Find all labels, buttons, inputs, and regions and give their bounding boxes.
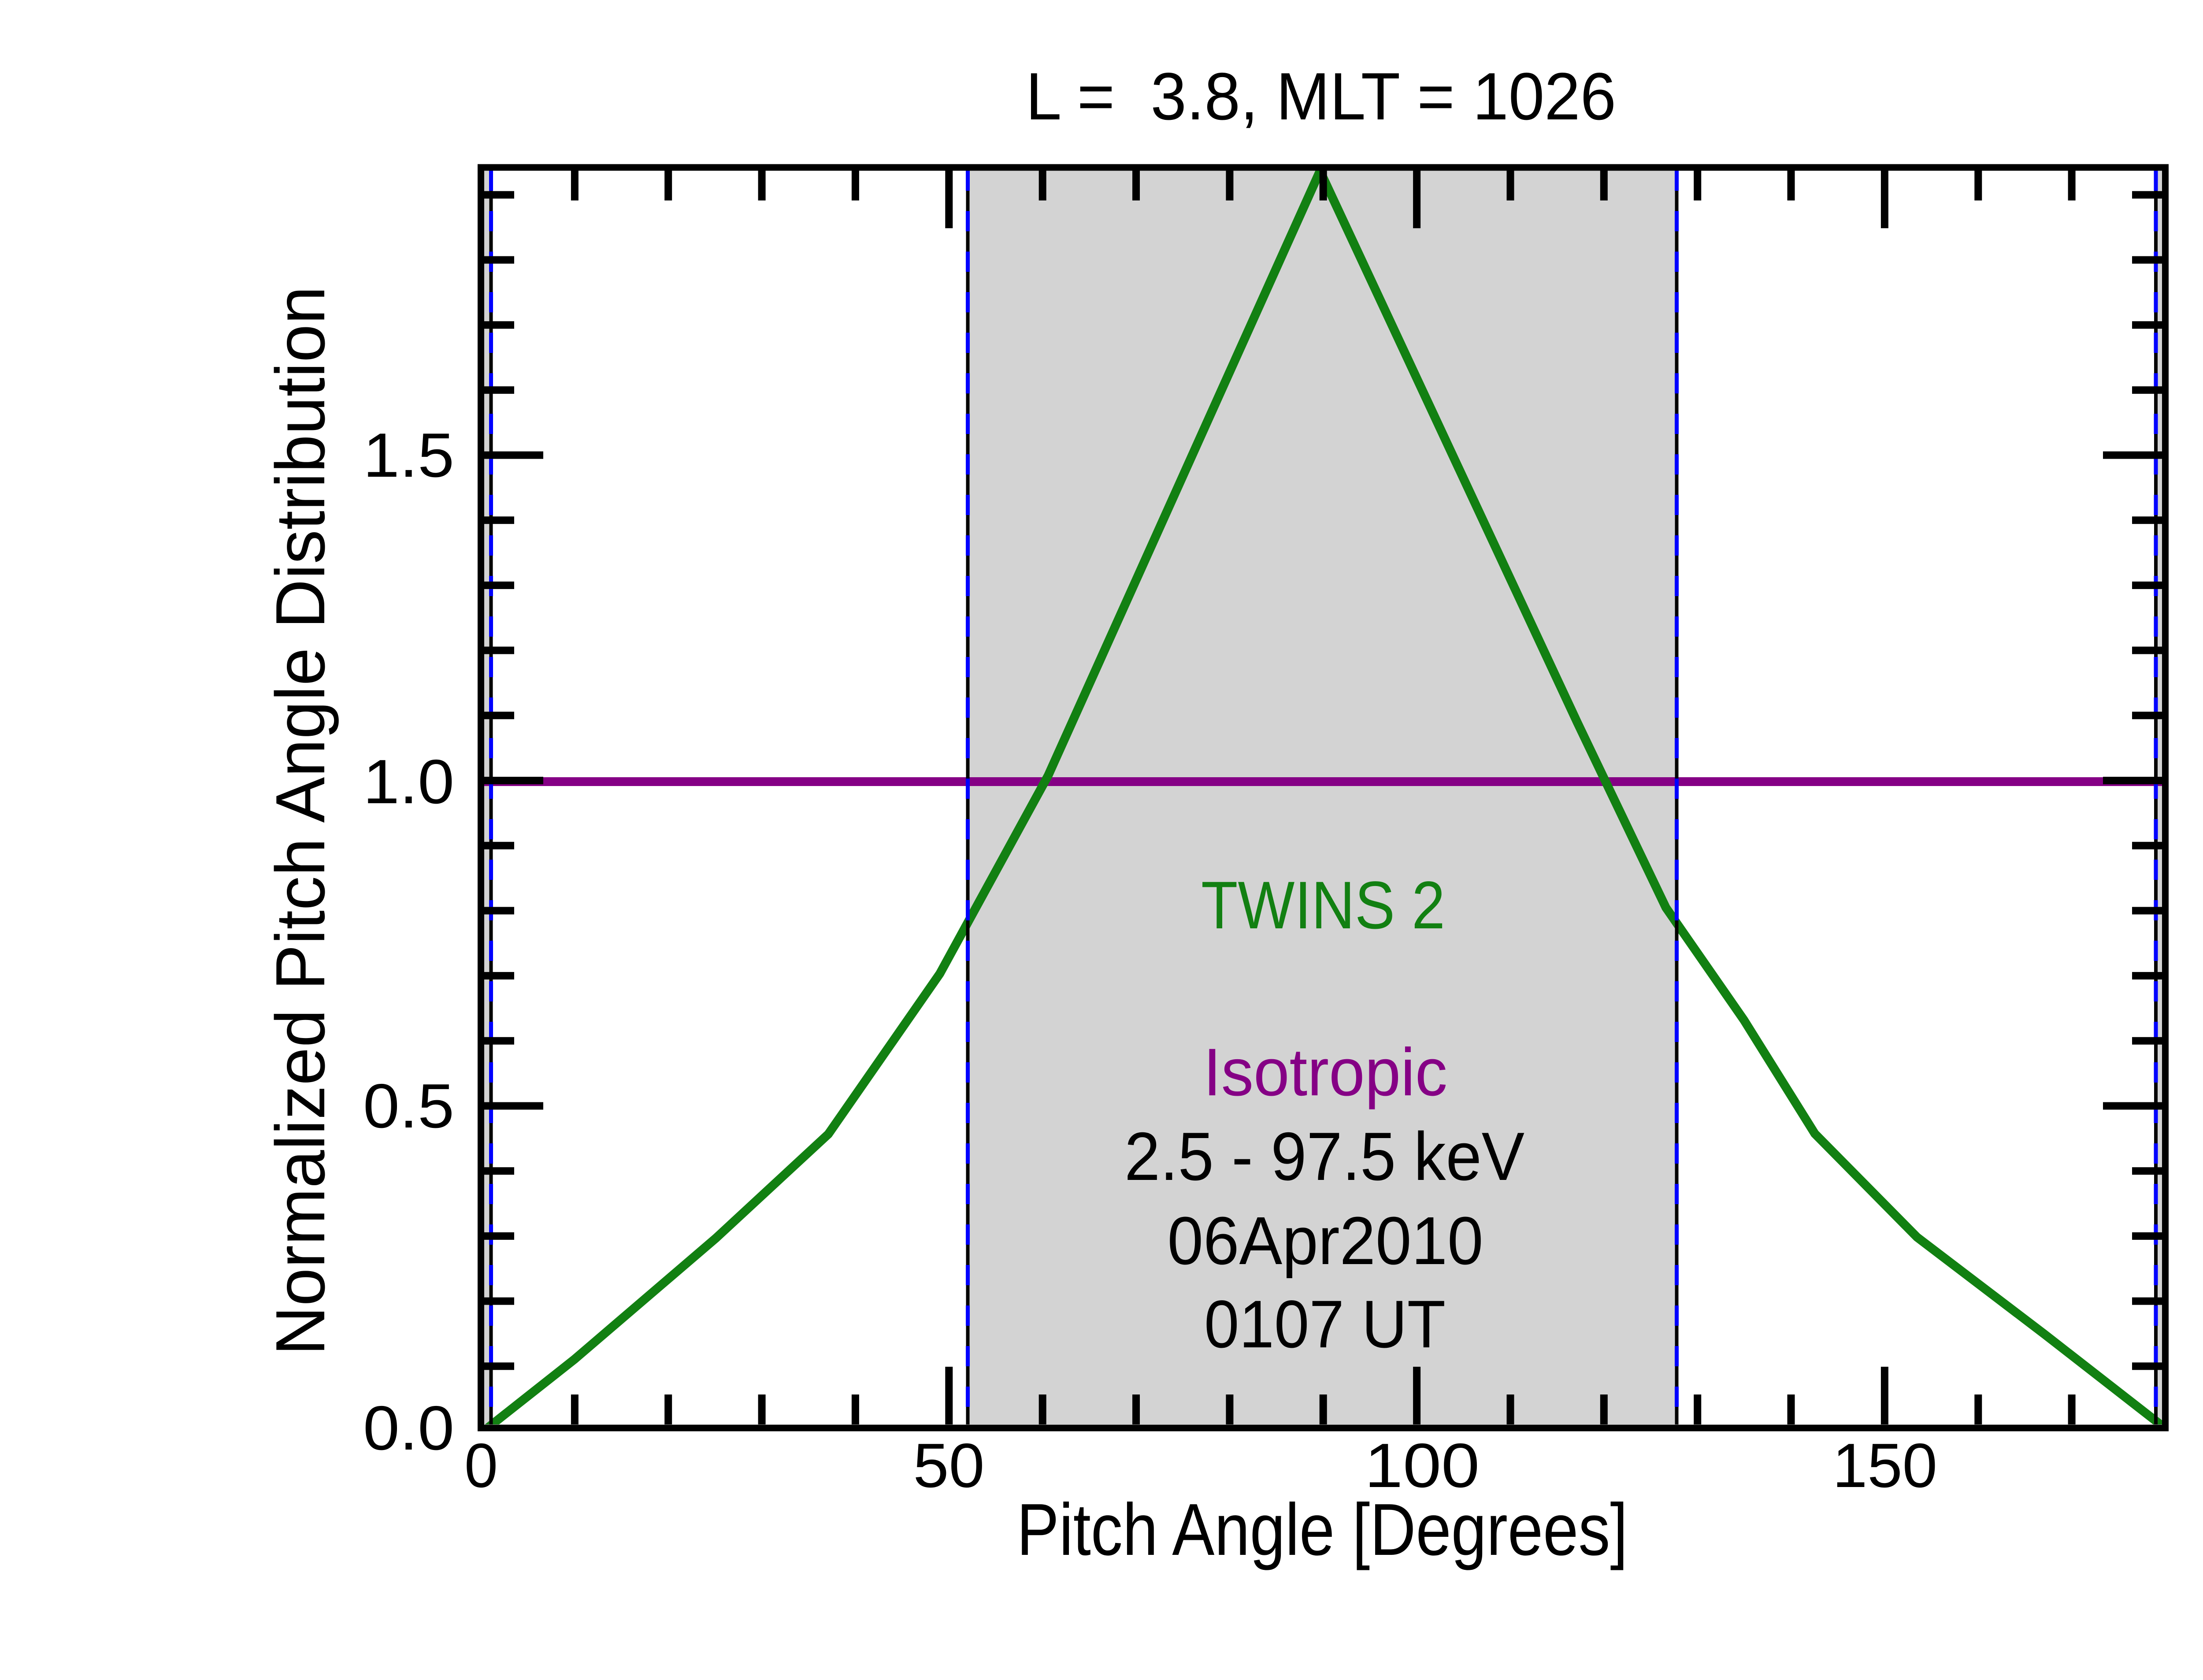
svg-text:100: 100 [1365,1431,1480,1501]
svg-text:TWINS 2: TWINS 2 [1201,868,1445,943]
svg-text:1.0: 1.0 [363,747,454,817]
svg-text:Normalized Pitch Angle Distrib: Normalized Pitch Angle Distribution [262,286,339,1356]
svg-text:0.5: 0.5 [363,1071,454,1141]
svg-text:0.0: 0.0 [363,1393,454,1463]
svg-text:2.5 - 97.5 keV: 2.5 - 97.5 keV [1124,1118,1524,1194]
svg-text:150: 150 [1832,1431,1937,1501]
svg-text:06Apr2010: 06Apr2010 [1168,1203,1484,1279]
svg-text:Pitch Angle [Degrees]: Pitch Angle [Degrees] [1017,1489,1628,1571]
svg-text:L = 3.8, MLT = 1026: L = 3.8, MLT = 1026 [1026,59,1616,134]
svg-text:0: 0 [464,1431,498,1501]
svg-text:1.5: 1.5 [363,420,454,490]
svg-text:50: 50 [913,1431,985,1501]
svg-text:0107 UT: 0107 UT [1204,1287,1446,1362]
svg-text:Isotropic: Isotropic [1203,1035,1447,1110]
